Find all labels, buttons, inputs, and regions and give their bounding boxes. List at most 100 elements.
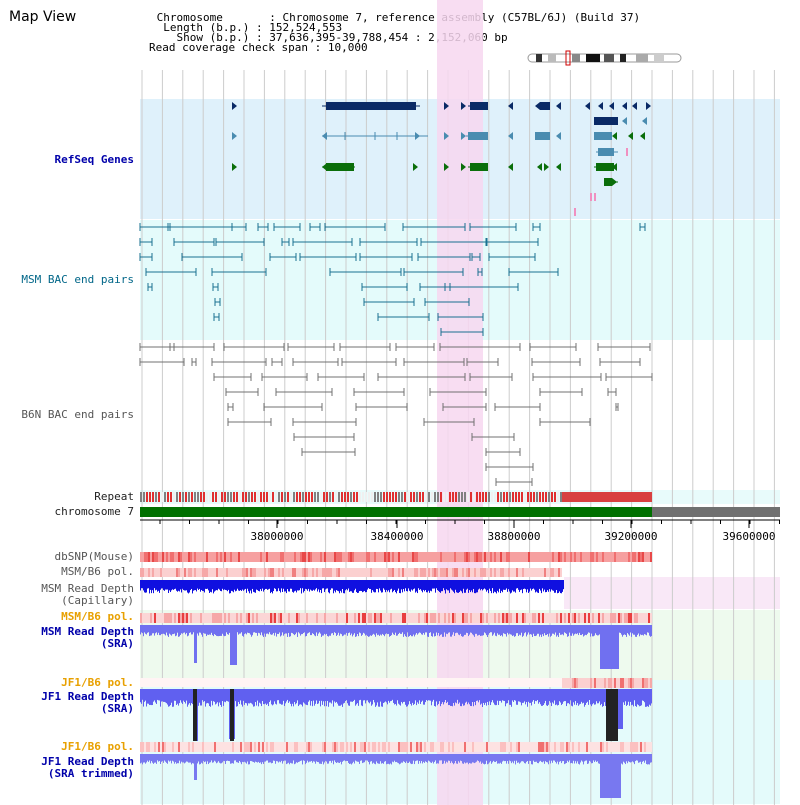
polymorphism-cell [438,742,440,752]
gene-marker [508,132,513,140]
depth-bar [550,689,551,703]
polymorphism-cell [574,552,576,562]
track-label-jf1-pol-1[interactable]: JF1/B6 pol. [61,676,134,689]
depth-bar [559,689,560,702]
track-label-msm-depth-capillary[interactable]: MSM Read Depth (Capillary) [41,582,134,607]
depth-bar [547,689,548,706]
depth-bar [224,625,225,637]
depth-bar [586,625,587,636]
depth-bar [167,580,168,590]
depth-bar [204,580,205,593]
depth-bar [188,580,189,594]
depth-bar [380,689,381,702]
depth-bar [537,625,538,634]
depth-bar [616,754,617,798]
depth-bar [279,689,280,704]
depth-bar [369,580,370,589]
depth-bar [339,625,340,636]
depth-bar [311,625,312,636]
track-label-msm-bac[interactable]: MSM BAC end pairs [21,273,134,286]
polymorphism-cell [370,552,372,562]
depth-bar [381,625,382,636]
track-label-jf1-depth-trimmed[interactable]: JF1 Read Depth (SRA trimmed) [41,755,134,780]
track-label-msm-pol-2[interactable]: MSM/B6 pol. [61,610,134,623]
repeat-segment [470,492,472,502]
polymorphism-cell [302,742,304,752]
depth-bar [492,689,493,701]
depth-bar [265,580,266,589]
depth-bar [206,689,207,704]
repeat-segment [461,492,463,502]
gene-marker [508,102,513,110]
depth-bar [221,625,222,636]
polymorphism-cell [296,552,298,562]
depth-bar [568,754,569,763]
polymorphism-cell [626,613,628,623]
polymorphism-cell [214,613,216,623]
depth-bar [529,689,530,704]
polymorphism-cell [182,552,184,562]
polymorphism-cell [300,552,302,562]
depth-bar [266,580,267,589]
depth-bar [403,754,404,762]
depth-bar [259,754,260,763]
track-label-b6n-bac[interactable]: B6N BAC end pairs [21,408,134,421]
polymorphism-cell [374,568,376,577]
track-label-refseq[interactable]: RefSeq Genes [54,153,134,166]
track-label-dbsnp[interactable]: dbSNP(Mouse) [54,550,134,563]
polymorphism-cell [520,742,522,752]
depth-bar [323,754,324,765]
depth-bar [564,689,565,702]
depth-bar [506,754,507,764]
depth-bar [538,754,539,764]
polymorphism-cell [486,568,488,577]
track-label-jf1-depth-sra[interactable]: JF1 Read Depth (SRA) [41,690,134,715]
depth-bar [511,689,512,707]
depth-bar [500,754,501,763]
depth-bar [186,580,187,591]
polymorphism-cell [166,552,168,562]
depth-bar [216,754,217,764]
polymorphism-cell [398,552,400,562]
polymorphism-cell [650,678,652,688]
polymorphism-cell [338,742,340,752]
depth-bar [285,625,286,634]
gene-exon [596,163,614,171]
repeat-segment [551,492,553,502]
depth-bar [536,580,537,592]
track-label-msm-depth-sra[interactable]: MSM Read Depth (SRA) [41,625,134,650]
depth-bar [180,754,181,764]
polymorphism-cell [392,568,394,577]
polymorphism-cell [588,742,590,752]
depth-bar [268,689,269,707]
depth-bar [431,689,432,706]
polymorphism-cell [418,552,420,562]
polymorphism-cell [530,568,532,577]
depth-bar [280,625,281,637]
depth-bar [273,580,274,592]
track-label-msm-pol-1[interactable]: MSM/B6 pol. [61,565,134,578]
depth-bar [352,689,353,702]
polymorphism-cell [592,678,594,688]
depth-bar [402,754,403,763]
depth-bar [561,754,562,764]
polymorphism-cell [518,552,520,562]
depth-bar [507,754,508,762]
depth-bar [200,580,201,592]
depth-bar [385,625,386,635]
depth-bar [483,754,484,764]
depth-bar [145,754,146,764]
polymorphism-cell [350,742,352,752]
depth-bar [304,754,305,761]
depth-bar [402,625,403,633]
track-label-jf1-pol-2[interactable]: JF1/B6 pol. [61,740,134,753]
depth-bar [273,689,274,705]
depth-bar [564,754,565,765]
depth-bar [528,689,529,702]
polymorphism-cell [546,742,548,752]
depth-bar [648,689,649,707]
polymorphism-cell [298,613,300,623]
depth-bar [169,580,170,591]
depth-bar [289,625,290,637]
